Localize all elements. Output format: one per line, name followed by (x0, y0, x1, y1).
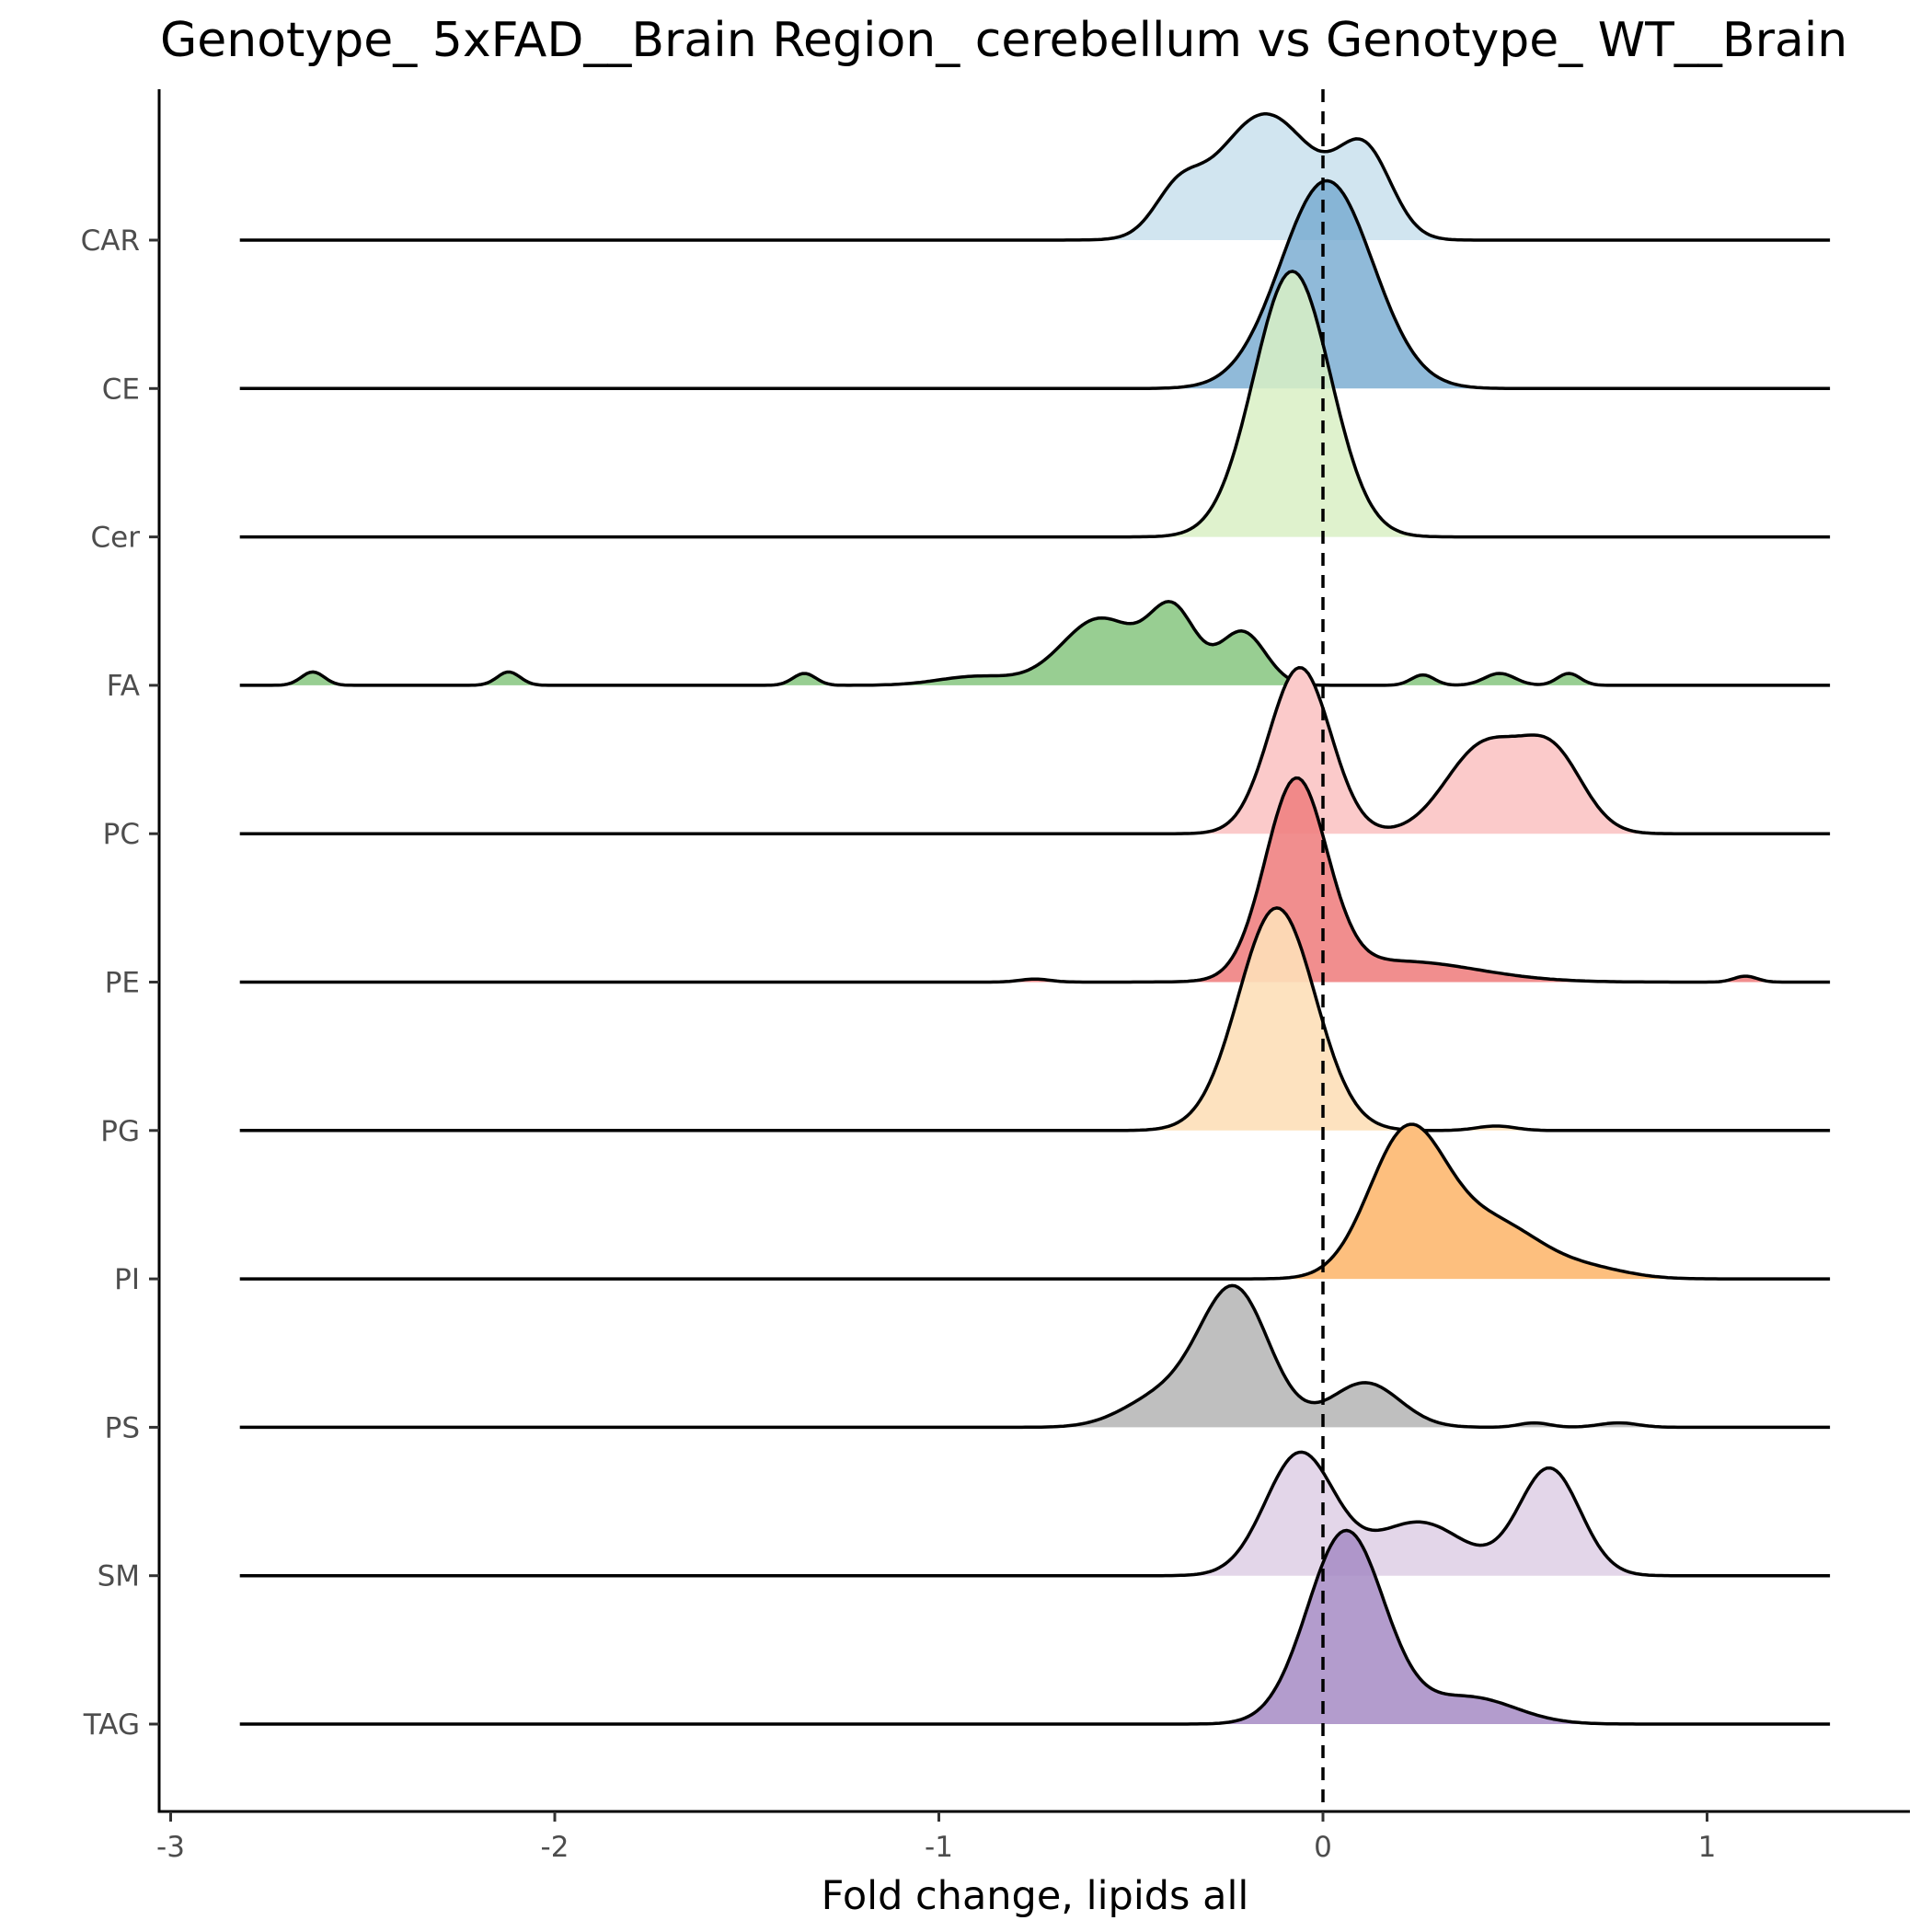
ridge-outline-pg (239, 906, 1831, 1133)
ridge-outline-pe (239, 776, 1831, 984)
ridge-outline-fa (239, 600, 1831, 687)
y-ticks-group: CAR CE Cer FA PC PE PG PI PS SM TAG (81, 224, 159, 1742)
y-tick-label-pg: PG (100, 1115, 140, 1148)
ridge-outline-ce (239, 178, 1831, 391)
ridge-outline-ps (239, 1283, 1831, 1430)
y-tick-label-fa: FA (107, 670, 140, 703)
x-ticks-group: -3 -2 -1 0 1 (156, 1811, 1716, 1864)
ridge-area-pi (239, 1124, 1831, 1280)
x-tick-label: 0 (1314, 1831, 1332, 1864)
y-tick-label-pc: PC (103, 818, 140, 851)
ridge-area-sm (239, 1452, 1831, 1576)
ridge-area-fa (239, 601, 1831, 685)
ridge-outline-tag (239, 1528, 1831, 1726)
ridge-area-pc (239, 667, 1831, 834)
y-tick-label-ps: PS (105, 1411, 140, 1444)
ridge-area-car (239, 113, 1831, 240)
y-tick-label-pe: PE (105, 967, 140, 1000)
x-tick-label: -1 (925, 1831, 953, 1864)
axes-group (157, 89, 1910, 1813)
y-tick-label-ce: CE (102, 373, 140, 406)
ridge-area-cer (239, 270, 1831, 537)
ridge-outline-car (239, 112, 1831, 242)
ridge-outline-cer (239, 270, 1831, 539)
x-tick-label: 1 (1698, 1831, 1717, 1864)
y-tick-label-pi: PI (114, 1263, 140, 1296)
ridge-area-pg (239, 907, 1831, 1131)
ridge-area-ps (239, 1285, 1831, 1428)
ridge-outline-pc (239, 665, 1831, 835)
x-axis-label: Fold change, lipids all (821, 1873, 1249, 1919)
ridge-outline-sm (239, 1450, 1831, 1578)
ridge-area-ce (239, 180, 1831, 389)
y-tick-label-car: CAR (81, 224, 140, 258)
y-tick-label-tag: TAG (83, 1708, 140, 1742)
y-tick-label-cer: Cer (91, 522, 141, 555)
chart-title: Genotype_ 5xFAD__Brain Region_ cerebellu… (160, 13, 1848, 68)
y-tick-label-sm: SM (98, 1560, 140, 1593)
ridge-outline-pi (239, 1122, 1831, 1281)
ridges-group (239, 112, 1831, 1726)
x-tick-label: -2 (541, 1831, 569, 1864)
x-tick-label: -3 (156, 1831, 185, 1864)
